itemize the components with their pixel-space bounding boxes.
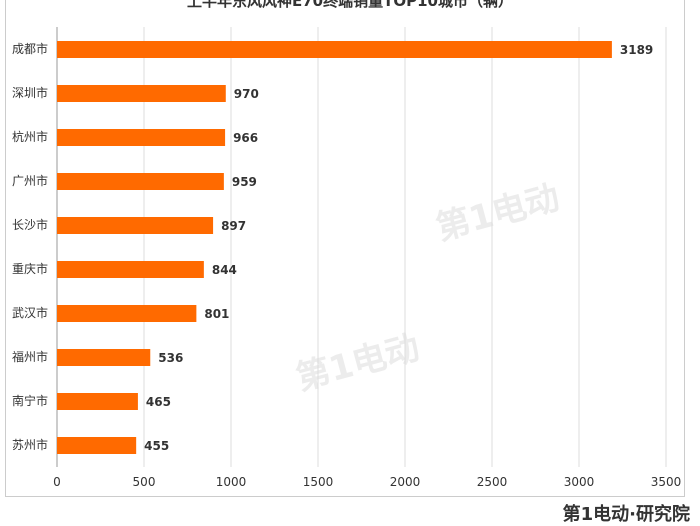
- data-label: 3189: [620, 43, 653, 57]
- bar: [57, 349, 151, 366]
- bar: [57, 437, 137, 454]
- data-label: 844: [212, 263, 237, 277]
- y-tick-label: 重庆市: [12, 261, 48, 276]
- data-label: 966: [233, 131, 258, 145]
- x-tick-label: 2500: [477, 475, 508, 489]
- bar: [57, 261, 204, 278]
- y-tick-label: 长沙市: [12, 217, 48, 232]
- bar: [57, 41, 612, 58]
- y-tick-label: 成都市: [12, 41, 48, 56]
- x-tick-label: 2000: [390, 475, 421, 489]
- y-tick-label: 广州市: [12, 173, 48, 188]
- x-tick-label: 1500: [303, 475, 334, 489]
- bar: [57, 173, 224, 190]
- data-label: 897: [221, 219, 246, 233]
- data-label: 536: [158, 351, 183, 365]
- watermark: 第1电动: [292, 328, 424, 399]
- bar: [57, 129, 226, 146]
- data-label: 970: [234, 87, 259, 101]
- y-tick-label: 南宁市: [12, 393, 48, 408]
- data-label: 801: [204, 307, 229, 321]
- bar: [57, 85, 226, 102]
- x-tick-label: 0: [53, 475, 61, 489]
- y-tick-label: 杭州市: [12, 129, 48, 144]
- data-label: 959: [232, 175, 257, 189]
- data-label: 455: [144, 439, 169, 453]
- chart-title: 上半年东风风神E70终端销量TOP10城市（辆）: [187, 0, 513, 10]
- bar: [57, 305, 197, 322]
- y-tick-label: 福州市: [12, 349, 48, 364]
- y-tick-label: 苏州市: [12, 437, 48, 452]
- y-tick-label: 武汉市: [12, 305, 48, 320]
- data-label: 465: [146, 395, 171, 409]
- bar: [57, 393, 138, 410]
- x-tick-label: 3500: [651, 475, 682, 489]
- x-tick-label: 500: [133, 475, 156, 489]
- y-tick-label: 深圳市: [12, 85, 48, 100]
- x-tick-label: 1000: [216, 475, 247, 489]
- footer-logo: 第1电动·研究院: [562, 504, 690, 525]
- chart-frame: [5, 0, 685, 497]
- watermark: 第1电动: [432, 178, 564, 249]
- x-tick-label: 3000: [564, 475, 595, 489]
- bar: [57, 217, 214, 234]
